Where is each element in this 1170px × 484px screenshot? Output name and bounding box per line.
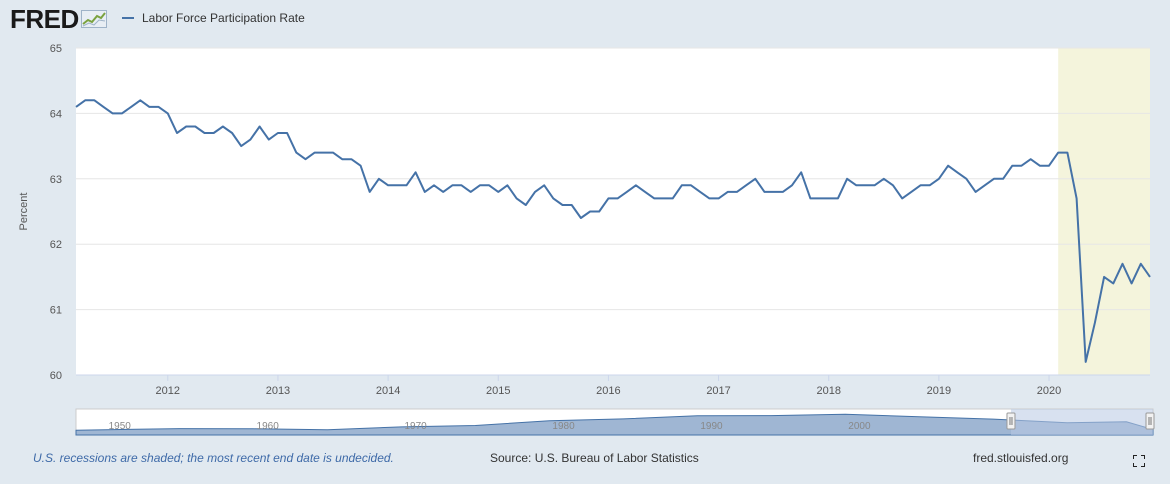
x-tick-label: 2015 [486,385,510,397]
legend-swatch [122,17,134,19]
site-link[interactable]: fred.stlouisfed.org [973,451,1069,465]
navigator-tick-label: 2000 [848,421,871,432]
legend[interactable]: Labor Force Participation Rate [122,11,305,25]
navigator-tick-label: 1970 [404,421,427,432]
x-tick-label: 2012 [156,385,180,397]
navigator-tick-label: 1950 [109,421,132,432]
y-tick-label: 61 [50,305,62,317]
x-tick-label: 2018 [816,385,840,397]
y-tick-label: 62 [50,239,62,251]
x-tick-label: 2013 [266,385,290,397]
plot-area [76,48,1150,375]
y-tick-label: 63 [50,174,62,186]
navigator-selected-range [1010,409,1153,435]
x-tick-label: 2019 [927,385,951,397]
navigator-tick-label: 1990 [700,421,723,432]
y-tick-label: 65 [50,43,62,55]
chart-header: FRED Labor Force Participation Rate [0,0,1170,40]
x-tick-label: 2016 [596,385,620,397]
navigator-handle-right[interactable] [1145,412,1155,430]
legend-label: Labor Force Participation Rate [142,11,305,25]
y-axis-title: Percent [18,193,30,231]
recession-shading [1058,48,1150,375]
fullscreen-icon[interactable] [1133,455,1145,467]
y-tick-label: 60 [50,370,62,382]
x-tick-label: 2014 [376,385,400,397]
series-line [75,99,1151,363]
navigator-handle-left[interactable] [1006,412,1016,430]
x-tick-label: 2017 [706,385,730,397]
navigator-tick-label: 1980 [552,421,575,432]
logo-text: FRED [10,3,79,34]
x-tick-label: 2020 [1037,385,1061,397]
fred-chart-icon [80,10,107,28]
navigator-tick-label: 1960 [257,421,280,432]
source-text: Source: U.S. Bureau of Labor Statistics [490,451,699,465]
recession-note: U.S. recessions are shaded; the most rec… [33,451,394,465]
fred-logo[interactable]: FRED [10,4,107,34]
y-tick-label: 64 [50,108,62,120]
line-chart: 60 61 62 63 64 65 2012 2013 2014 2015 2016 2017 2018… [18,43,1155,436]
